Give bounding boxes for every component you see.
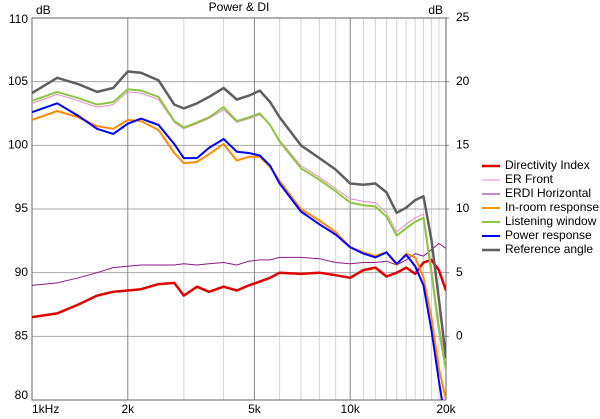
legend-label: ER Front	[505, 172, 554, 186]
y-tick-label: 80	[15, 388, 29, 402]
legend-label: Power response	[505, 228, 592, 242]
y2-tick-label: 0	[456, 329, 463, 343]
plot-lines	[32, 70, 446, 400]
series-line	[32, 102, 443, 400]
chart-title: Power & DI	[209, 0, 270, 14]
y-tick-label: 90	[15, 265, 29, 279]
y2-tick-label: 20	[456, 74, 470, 88]
x-tick-label: 10k	[341, 402, 361, 416]
legend-label: Reference angle	[505, 242, 593, 256]
x-tick-label: 5k	[248, 402, 262, 416]
series-line	[32, 70, 446, 359]
y-tick-label: 105	[8, 74, 28, 88]
x-tick-label: 1kHz	[32, 402, 59, 416]
x-tick-label: 2k	[121, 402, 135, 416]
y2-tick-label: 5	[456, 265, 463, 279]
series-line	[32, 258, 446, 319]
y-tick-label: 85	[15, 329, 29, 343]
legend-label: Listening window	[505, 214, 597, 228]
series-line	[32, 242, 446, 286]
plot-frame	[31, 17, 447, 401]
y2-axis-label: dB	[428, 3, 443, 17]
series-line	[32, 88, 446, 371]
y2-tick-label: 25	[456, 10, 470, 24]
x-tick-label: 20k	[436, 402, 456, 416]
y-tick-label: 95	[15, 201, 29, 215]
y2-tick-label: 10	[456, 201, 470, 215]
y-tick-label: 100	[8, 138, 28, 152]
y-tick-label: 110	[9, 12, 28, 26]
y-axis-label: dB	[36, 3, 51, 17]
legend-label: In-room response	[505, 200, 599, 214]
legend-label: ERDI Horizontal	[505, 186, 591, 200]
legend-label: Directivity Index	[505, 158, 590, 172]
y2-tick-label: 15	[456, 138, 470, 152]
